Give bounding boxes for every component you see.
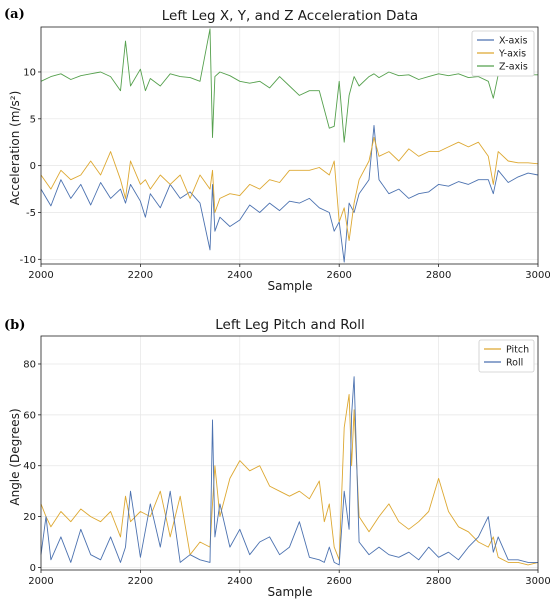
gridlines [40,336,539,570]
legend-entry: Roll [506,357,523,368]
y-tick-label: -5 [26,208,36,219]
x-tick-label: 2000 [28,270,53,281]
series-lines [40,376,539,566]
x-axis-label: Sample [268,279,313,293]
legend-entry: Y-axis [498,48,526,59]
legend: Pitch Roll [478,339,535,373]
x-tick-label: 2800 [426,270,451,281]
chart-panel-angles: (b) Left Leg Pitch and Roll 0 20 40 60 80 20… [4,317,550,599]
y-tick-label: 80 [23,359,36,370]
y-tick-label: 60 [23,410,36,421]
series-line-z-axis [40,28,538,143]
legend: X-axis Y-axis Z-axis [471,30,535,77]
y-axis-label: Angle (Degrees) [8,408,22,505]
series-line-pitch [40,394,539,566]
plot-frame [40,26,539,265]
plot-frame [40,335,539,571]
panel-a-label: (a) [4,7,25,22]
legend-box [478,339,535,373]
legend-box [471,30,535,77]
chart-title: Left Leg X, Y, and Z Acceleration Data [162,8,418,24]
x-tick-label: 2200 [128,270,153,281]
x-tick-label: 2600 [326,270,351,281]
legend-entry: X-axis [499,35,528,46]
x-tick-label: 2400 [227,576,252,587]
x-tick-label: 2000 [28,576,53,587]
x-tick-label: 2200 [128,576,153,587]
series-line-roll [40,376,538,566]
gridlines [40,27,539,264]
x-tick-label: 3000 [525,270,550,281]
legend-entry: Z-axis [499,61,528,72]
y-tick-label: 40 [23,461,36,472]
series-line-y-axis [40,137,539,242]
panel-b-label: (b) [4,318,25,333]
y-tick-label: 5 [30,114,36,125]
y-tick-label: 20 [23,512,36,523]
x-axis-label: Sample [268,585,313,599]
y-axis-label: Acceleration (m/s²) [8,91,22,206]
x-ticks: 2000 2200 2400 2600 2800 3000 [28,570,550,587]
x-tick-label: 3000 [525,576,550,587]
y-ticks: -10 -5 0 5 10 [20,67,41,266]
chart-title: Left Leg Pitch and Roll [215,317,365,333]
x-tick-label: 2400 [227,270,252,281]
series-lines [40,28,539,263]
y-ticks: 0 20 40 60 80 [23,359,41,574]
legend-entry: Pitch [506,344,529,355]
chart-panel-acceleration: (a) Left Leg X, Y, and Z Acceleration Da… [4,7,550,293]
series-line-x-axis [40,124,539,263]
y-tick-label: 0 [30,161,36,172]
x-tick-label: 2600 [326,576,351,587]
y-tick-label: -10 [20,255,36,266]
x-tick-label: 2800 [426,576,451,587]
y-tick-label: 10 [23,67,36,78]
y-tick-label: 0 [30,563,36,574]
x-ticks: 2000 2200 2400 2600 2800 3000 [28,264,550,281]
